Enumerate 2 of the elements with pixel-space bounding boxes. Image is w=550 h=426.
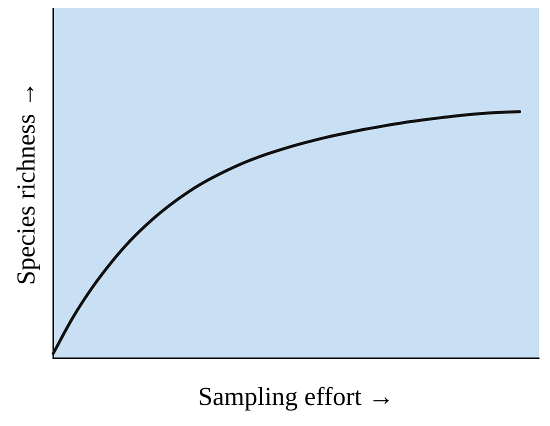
x-axis-title: Sampling effort →	[198, 382, 394, 412]
y-axis-title: Species richness →	[11, 81, 40, 286]
